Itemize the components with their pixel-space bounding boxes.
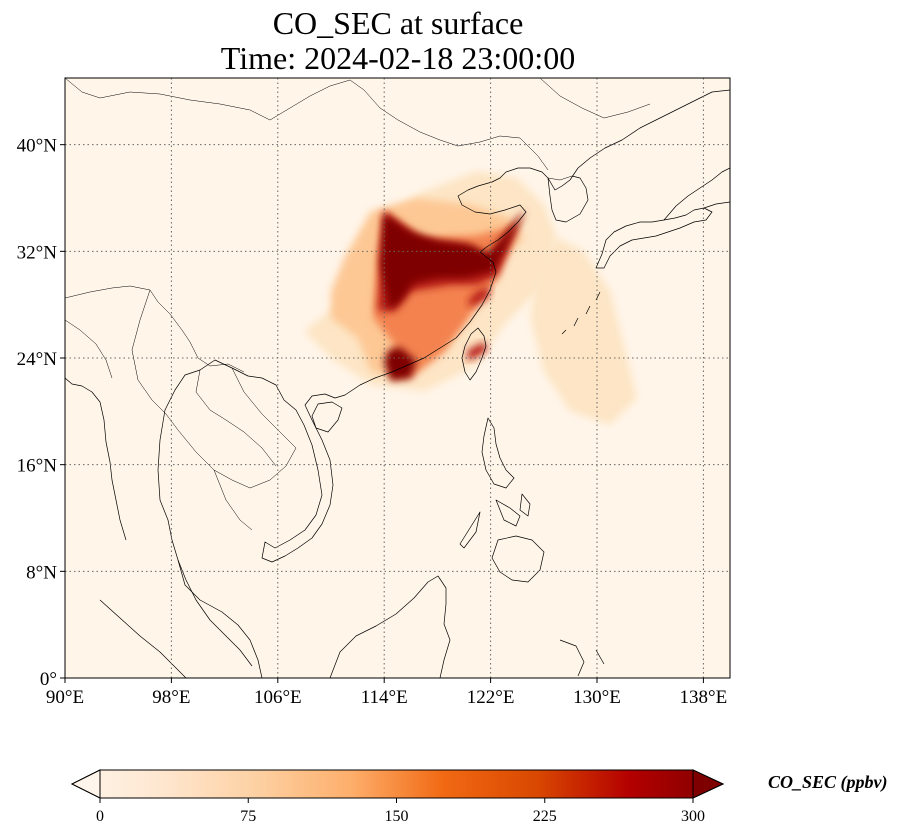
border-china-south — [65, 285, 245, 373]
lon-tick-label: 98°E — [152, 687, 190, 708]
lat-tick-label: 16°N — [17, 456, 58, 477]
coastline-hainan — [311, 401, 343, 433]
lon-tick-label: 130°E — [573, 687, 621, 708]
coastlines-and-borders — [65, 78, 730, 678]
coastline-taiwan — [461, 327, 487, 381]
lat-tick-label: 0° — [40, 669, 57, 690]
coastline-mainland — [157, 89, 730, 678]
coastline-borneo — [329, 575, 451, 678]
lat-tick-label: 40°N — [17, 136, 58, 157]
colorbar-min-extend — [70, 769, 101, 799]
lon-tick-label: 138°E — [680, 687, 728, 708]
lon-tick-label: 122°E — [467, 687, 515, 708]
colorbar-max-extend — [692, 769, 725, 799]
plume-region-max — [384, 347, 417, 381]
lon-tick-label: 114°E — [361, 687, 408, 708]
plume-region-faint — [530, 238, 637, 425]
border-mongolia — [539, 78, 651, 119]
map-frame — [64, 77, 731, 679]
coastline-luzon — [481, 417, 515, 489]
coastline-visayas — [459, 493, 531, 549]
map-title: CO_SEC at surface — [272, 5, 524, 41]
map-axes: 90°E 98°E 106°E 114°E 122°E 130°E 138°E 0° 8°N 16… — [17, 136, 728, 708]
lat-tick-label: 32°N — [17, 242, 58, 263]
coastline-sumatra — [99, 599, 187, 678]
lat-tick-label: 24°N — [17, 349, 58, 370]
graticule — [65, 78, 730, 678]
border-myanmar-india — [65, 319, 113, 379]
plume-region-max — [380, 210, 526, 310]
border-korea — [547, 175, 573, 181]
coastline-japan-honshu — [663, 167, 730, 221]
coastline-myanmar — [65, 377, 127, 541]
coastline-malay-peninsula — [177, 559, 253, 667]
colorbar-bar — [70, 769, 725, 799]
colorbar-tick-label: 225 — [533, 808, 557, 825]
colorbar-tick-label: 150 — [385, 808, 409, 825]
colorbar-tick-label: 0 — [96, 808, 104, 825]
coastline-ryukyu — [561, 291, 601, 335]
colorbar-tick-label: 75 — [240, 808, 256, 825]
coastline-sulawesi — [559, 639, 605, 677]
colorbar-tick-label: 300 — [681, 808, 705, 825]
lon-tick-label: 106°E — [254, 687, 302, 708]
border-china-north — [65, 78, 549, 171]
plume-region-high — [466, 342, 488, 361]
border-indochina-1 — [131, 289, 297, 489]
coastline-korea — [547, 175, 589, 223]
border-indochina-2 — [195, 367, 297, 531]
colorbar: 0 75 150 225 300 CO_SEC (ppbv) — [70, 769, 888, 825]
coastline-mindanao — [491, 535, 545, 583]
lon-tick-label: 90°E — [46, 687, 84, 708]
plume-region-high — [468, 286, 491, 308]
lat-tick-label: 8°N — [26, 562, 57, 583]
map-subtitle-time: Time: 2024-02-18 23:00:00 — [220, 40, 576, 76]
coastline-japan-kyushu-shikoku — [595, 207, 713, 269]
colorbar-label: CO_SEC (ppbv) — [768, 772, 888, 793]
